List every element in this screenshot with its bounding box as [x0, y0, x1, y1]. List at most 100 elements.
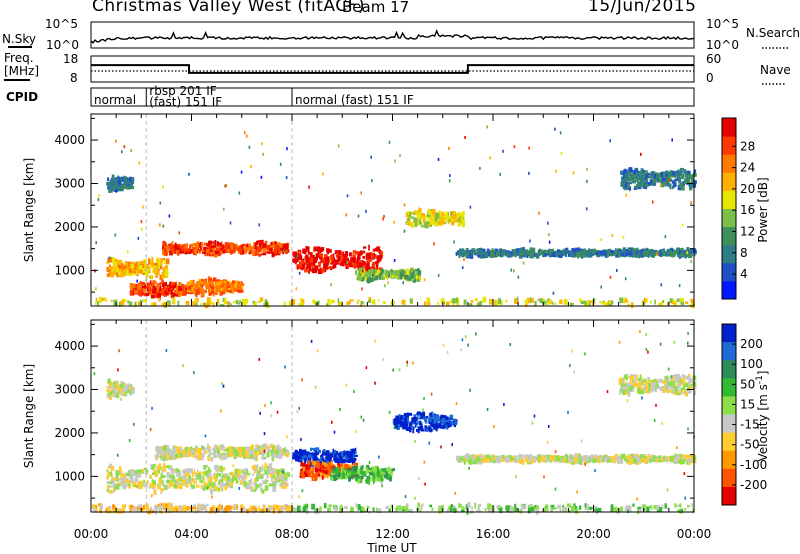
data-cell — [573, 252, 576, 257]
data-cell — [279, 245, 283, 251]
data-cell — [513, 145, 516, 149]
data-cell — [284, 483, 287, 489]
data-cell — [130, 478, 134, 483]
data-cell — [391, 275, 395, 279]
data-cell — [172, 297, 176, 304]
data-cell — [205, 464, 209, 468]
data-cell — [642, 176, 646, 181]
data-cell — [586, 179, 588, 183]
data-cell — [185, 468, 189, 474]
data-cell — [128, 301, 133, 307]
data-cell — [208, 240, 213, 245]
data-cell — [160, 457, 164, 461]
data-cell — [289, 301, 293, 306]
data-cell — [207, 247, 211, 253]
data-cell — [468, 303, 473, 306]
data-cell — [393, 259, 396, 262]
data-cell — [616, 269, 618, 272]
data-cell — [198, 290, 202, 294]
data-cell — [112, 272, 117, 275]
data-cell — [258, 243, 262, 247]
data-cell — [353, 466, 357, 472]
data-cell — [529, 297, 532, 304]
data-cell — [502, 149, 504, 153]
data-cell — [214, 479, 217, 482]
data-cell — [106, 182, 108, 186]
data-cell — [151, 256, 154, 261]
data-cell — [200, 284, 203, 287]
data-cell — [348, 252, 352, 257]
data-cell — [241, 469, 245, 474]
data-cell — [346, 459, 350, 463]
data-cell — [237, 284, 241, 290]
data-cell — [544, 249, 548, 254]
data-cell — [210, 245, 213, 249]
data-cell — [343, 470, 346, 475]
data-cell — [649, 459, 652, 463]
data-cell — [195, 450, 198, 455]
data-cell — [489, 459, 493, 463]
data-cell — [511, 249, 515, 253]
data-cell — [569, 302, 574, 306]
data-cell — [106, 484, 110, 490]
data-cell — [272, 486, 277, 492]
data-cell — [279, 448, 282, 453]
data-cell — [622, 176, 625, 180]
data-cell — [251, 486, 254, 491]
data-cell — [655, 172, 658, 178]
data-cell — [174, 291, 177, 295]
data-cell — [529, 239, 531, 243]
data-cell — [365, 466, 368, 469]
data-cell — [157, 260, 161, 265]
data-cell — [163, 287, 166, 292]
data-cell — [138, 469, 143, 474]
data-cell — [407, 222, 411, 226]
data-cell — [225, 184, 227, 188]
data-cell — [361, 287, 363, 291]
data-cell — [218, 284, 222, 287]
data-cell — [222, 245, 224, 250]
data-cell — [109, 485, 113, 488]
data-cell — [372, 255, 374, 261]
data-cell — [405, 268, 409, 274]
data-cell — [198, 243, 201, 248]
data-cell — [689, 249, 692, 252]
data-cell — [241, 447, 245, 453]
data-cell — [178, 231, 181, 235]
data-cell — [321, 471, 325, 478]
data-cell — [170, 474, 175, 479]
data-cell — [613, 251, 616, 256]
data-cell — [382, 301, 386, 304]
data-cell — [156, 445, 160, 451]
data-cell — [519, 252, 524, 256]
data-cell — [218, 279, 220, 282]
data-cell — [346, 474, 350, 478]
data-cell — [212, 253, 215, 257]
data-cell — [628, 254, 632, 258]
data-cell — [156, 449, 160, 456]
data-cell — [366, 262, 370, 268]
data-cell — [498, 455, 502, 460]
data-cell — [255, 484, 260, 488]
data-cell — [130, 186, 135, 190]
data-cell — [243, 472, 247, 478]
data-cell — [304, 451, 308, 456]
data-cell — [300, 451, 304, 457]
data-cell — [638, 184, 643, 188]
data-cell — [144, 270, 148, 275]
data-cell — [111, 266, 114, 269]
data-cell — [165, 448, 170, 454]
data-cell — [254, 467, 257, 473]
data-cell — [360, 267, 364, 272]
data-cell — [195, 297, 199, 303]
data-cell — [170, 285, 175, 288]
data-cell — [399, 271, 403, 277]
data-cell — [130, 290, 133, 296]
data-cell — [201, 284, 204, 287]
data-cell — [112, 482, 115, 488]
data-cell — [235, 479, 239, 484]
data-cell — [108, 271, 111, 276]
data-cell — [607, 457, 610, 463]
data-cell — [119, 272, 124, 278]
data-cell — [274, 446, 277, 452]
